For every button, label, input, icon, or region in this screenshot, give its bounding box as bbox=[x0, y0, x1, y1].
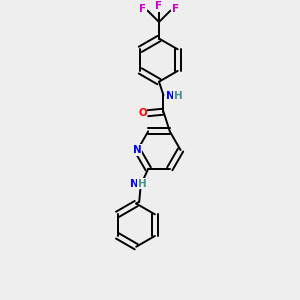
Text: N: N bbox=[166, 91, 175, 101]
Text: F: F bbox=[155, 2, 163, 11]
Text: H: H bbox=[138, 179, 147, 189]
Text: N: N bbox=[130, 179, 139, 189]
Text: O: O bbox=[138, 108, 147, 118]
Text: H: H bbox=[173, 91, 182, 101]
Text: F: F bbox=[139, 4, 146, 14]
Text: F: F bbox=[172, 4, 179, 14]
Text: N: N bbox=[133, 145, 142, 155]
